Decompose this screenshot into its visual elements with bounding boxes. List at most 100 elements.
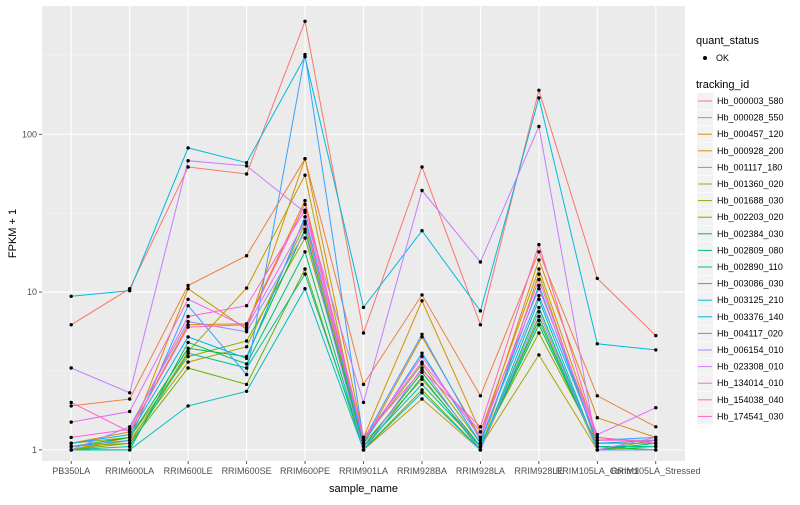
- data-point: [69, 404, 73, 408]
- data-point: [303, 272, 307, 276]
- data-point: [654, 435, 658, 440]
- data-point: [420, 377, 424, 381]
- legend-label: Hb_174541_030: [717, 411, 784, 421]
- data-point: [537, 272, 541, 276]
- color-legend-items: Hb_000003_580 Hb_000028_550 Hb_000457_120 H…: [697, 93, 784, 425]
- data-point: [654, 448, 658, 452]
- data-point: [244, 164, 249, 168]
- data-point: [537, 124, 541, 129]
- data-point: [361, 444, 366, 449]
- data-point: [420, 397, 424, 401]
- data-point: [654, 406, 658, 410]
- data-point: [537, 283, 541, 288]
- data-point: [186, 354, 190, 359]
- data-point: [128, 409, 132, 414]
- legend-label: Hb_154038_040: [717, 395, 784, 405]
- data-point: [420, 188, 424, 193]
- x-tick-label: RRIM901LA: [339, 466, 388, 476]
- shape-legend-label: OK: [716, 53, 729, 63]
- data-point: [186, 159, 190, 163]
- data-point: [537, 250, 541, 254]
- data-point: [303, 202, 307, 206]
- data-point: [303, 287, 307, 291]
- data-point: [478, 430, 483, 434]
- data-point: [595, 448, 599, 452]
- data-point: [420, 354, 424, 359]
- x-tick-label: RRIM600LA: [105, 466, 154, 476]
- legend-label: Hb_000928_200: [717, 146, 784, 156]
- legend-label: Hb_004117_020: [717, 328, 783, 338]
- data-point: [186, 351, 190, 355]
- data-point: [303, 215, 307, 219]
- data-point: [69, 294, 73, 298]
- data-point: [186, 146, 190, 150]
- data-point: [654, 444, 658, 449]
- data-point: [420, 375, 424, 379]
- data-point: [537, 258, 541, 262]
- data-point: [595, 432, 599, 437]
- data-point: [654, 441, 658, 445]
- data-point: [420, 382, 424, 387]
- data-point: [244, 161, 249, 165]
- data-point: [186, 165, 190, 169]
- data-point: [420, 368, 424, 372]
- legend-label: Hb_002384_030: [717, 229, 784, 239]
- data-point: [420, 299, 424, 303]
- data-point: [69, 441, 73, 445]
- legend-label: Hb_023308_010: [717, 362, 784, 372]
- data-point: [128, 448, 132, 452]
- data-point: [186, 340, 190, 345]
- data-point: [361, 305, 366, 310]
- data-point: [128, 289, 132, 293]
- data-point: [537, 293, 541, 298]
- data-point: [654, 348, 658, 352]
- data-point: [244, 286, 249, 290]
- data-point: [303, 227, 307, 231]
- data-point: [420, 332, 424, 336]
- data-point: [128, 397, 132, 401]
- data-point: [244, 254, 249, 258]
- data-point: [69, 448, 73, 452]
- data-point: [244, 362, 249, 366]
- data-point: [478, 323, 483, 327]
- data-point: [303, 236, 307, 240]
- data-point: [595, 394, 599, 398]
- data-point: [303, 173, 307, 177]
- data-point: [244, 330, 249, 334]
- data-point: [420, 391, 424, 395]
- data-point: [361, 448, 366, 452]
- data-point: [303, 230, 307, 234]
- data-point: [244, 366, 249, 370]
- x-tick-label: PB350LA: [52, 466, 90, 476]
- legend-label: Hb_002890_110: [717, 262, 783, 272]
- x-axis-title: sample_name: [329, 483, 398, 495]
- data-point: [186, 325, 190, 329]
- shape-legend-title: quant_status: [696, 35, 759, 47]
- data-point: [595, 435, 599, 440]
- grid-lines: [42, 6, 685, 461]
- data-point: [478, 260, 483, 264]
- y-tick-label: 100: [22, 129, 37, 139]
- data-point: [244, 304, 249, 308]
- legend-label: Hb_000457_120: [717, 129, 784, 139]
- data-point: [361, 400, 366, 405]
- y-axis-title: FPKM + 1: [7, 209, 19, 258]
- data-point: [128, 427, 132, 431]
- data-point: [537, 88, 541, 93]
- data-point: [537, 314, 541, 319]
- data-point: [128, 391, 132, 395]
- data-point: [244, 339, 249, 343]
- x-tick-label: RRIM928BA: [397, 466, 447, 476]
- data-point: [537, 267, 541, 271]
- data-point: [186, 366, 190, 370]
- data-point: [186, 346, 190, 350]
- data-point: [186, 319, 190, 324]
- data-point: [420, 165, 424, 169]
- data-point: [478, 438, 483, 442]
- legend-label: Hb_000028_550: [717, 113, 784, 123]
- data-point: [128, 438, 132, 442]
- data-point: [186, 404, 190, 408]
- data-point: [537, 297, 541, 301]
- legend-label: Hb_003125_210: [717, 295, 784, 305]
- data-point: [303, 208, 307, 212]
